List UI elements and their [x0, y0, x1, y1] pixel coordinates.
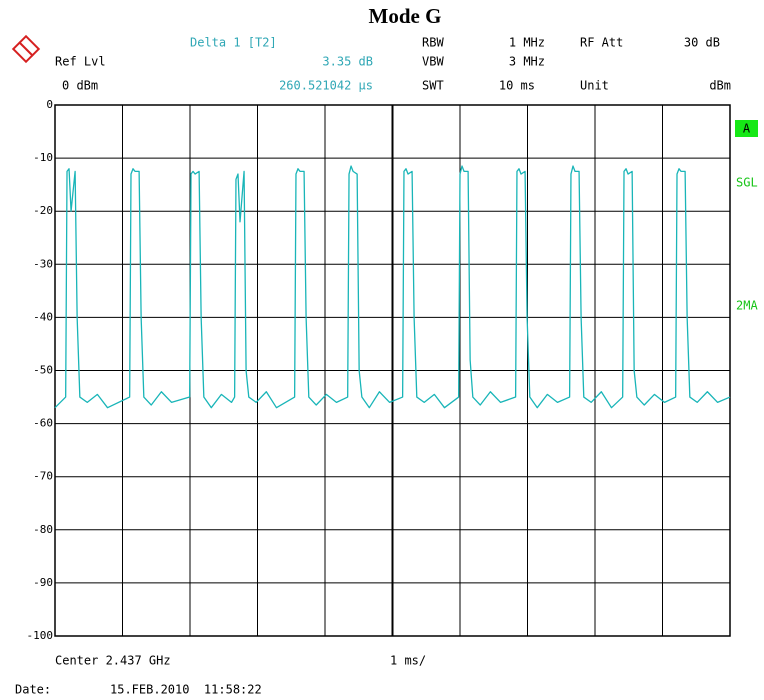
logo [11, 34, 41, 64]
marker-level: 3.35 dB [322, 55, 373, 69]
y-tick-label: -10 [33, 151, 53, 164]
marker-label: Delta 1 [T2] [190, 36, 277, 50]
setting-value: 1 MHz [509, 36, 545, 50]
date-value: 15.FEB.2010 11:58:22 [110, 683, 262, 697]
y-tick-label: 0 [46, 98, 53, 111]
status-box [735, 120, 758, 137]
setting-label: SWT [422, 79, 444, 93]
setting-value: 30 dB [684, 36, 720, 50]
side-label: SGL [736, 176, 758, 190]
y-tick-label: -40 [33, 310, 53, 323]
y-tick-label: -20 [33, 204, 53, 217]
setting-label: RF Att [580, 36, 623, 50]
ref-value: 0 dBm [62, 79, 98, 93]
ref-label: Ref Lvl [55, 55, 106, 69]
y-tick-label: -70 [33, 470, 53, 483]
center-label: Center 2.437 GHz [55, 654, 171, 668]
setting-label: RBW [422, 36, 444, 50]
y-tick-label: -30 [33, 257, 53, 270]
side-label: A [743, 122, 751, 136]
y-tick-label: -90 [33, 576, 53, 589]
marker-time: 260.521042 µs [279, 79, 373, 93]
date-label: Date: [15, 683, 51, 697]
setting-value: 10 ms [499, 79, 535, 93]
chart-title: Mode G [369, 4, 442, 28]
y-tick-label: -60 [33, 417, 53, 430]
side-label: 2MA [736, 299, 758, 313]
setting-value: dBm [709, 79, 731, 93]
setting-label: Unit [580, 79, 609, 93]
y-tick-label: -100 [27, 629, 54, 642]
y-tick-label: -50 [33, 364, 53, 377]
setting-value: 3 MHz [509, 55, 545, 69]
y-tick-label: -80 [33, 523, 53, 536]
trace [54, 165, 731, 409]
span-label: 1 ms/ [390, 654, 426, 668]
setting-label: VBW [422, 55, 444, 69]
